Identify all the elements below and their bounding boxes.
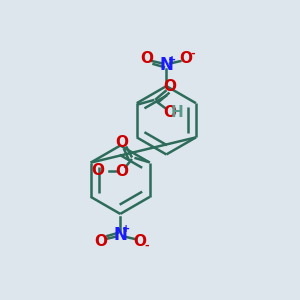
Text: O: O xyxy=(163,105,176,120)
Text: -: - xyxy=(191,49,195,59)
Text: -: - xyxy=(145,241,149,251)
Text: O: O xyxy=(163,79,176,94)
Text: O: O xyxy=(140,51,154,66)
Text: O: O xyxy=(116,135,129,150)
Text: $\mathregular{N}$: $\mathregular{N}$ xyxy=(113,226,127,244)
Text: $\mathregular{N}$: $\mathregular{N}$ xyxy=(159,56,174,74)
Text: O: O xyxy=(133,234,146,249)
Text: +: + xyxy=(122,224,130,234)
Text: O: O xyxy=(179,51,192,66)
Text: O: O xyxy=(94,234,107,249)
Text: O: O xyxy=(115,164,128,179)
Text: O: O xyxy=(91,164,104,178)
Text: +: + xyxy=(168,55,176,65)
Text: H: H xyxy=(171,105,184,120)
